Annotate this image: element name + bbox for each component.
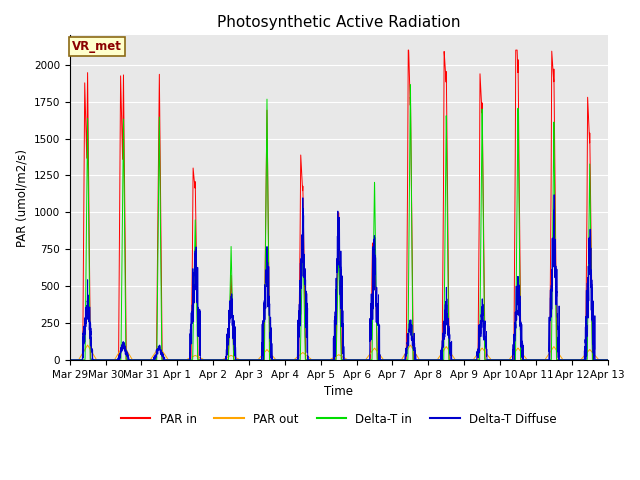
PAR out: [84, 342, 92, 348]
Line: PAR out: PAR out: [70, 345, 608, 360]
Delta-T in: [406, 82, 414, 87]
Title: Photosynthetic Active Radiation: Photosynthetic Active Radiation: [217, 15, 460, 30]
Delta-T Diffuse: [66, 357, 74, 363]
PAR out: [66, 357, 74, 363]
PAR out: [604, 357, 612, 363]
PAR out: [490, 357, 497, 363]
PAR in: [319, 357, 326, 363]
Delta-T Diffuse: [429, 357, 437, 363]
Line: Delta-T Diffuse: Delta-T Diffuse: [70, 195, 608, 360]
Y-axis label: PAR (umol/m2/s): PAR (umol/m2/s): [15, 149, 28, 247]
PAR in: [429, 357, 437, 363]
Legend: PAR in, PAR out, Delta-T in, Delta-T Diffuse: PAR in, PAR out, Delta-T in, Delta-T Dif…: [116, 408, 561, 431]
PAR out: [604, 357, 611, 363]
Delta-T Diffuse: [163, 357, 170, 363]
Line: Delta-T in: Delta-T in: [70, 84, 608, 360]
Delta-T in: [163, 357, 170, 363]
Delta-T Diffuse: [604, 357, 611, 363]
PAR out: [163, 354, 170, 360]
PAR in: [604, 357, 612, 363]
PAR in: [460, 357, 467, 363]
PAR in: [66, 357, 74, 363]
PAR in: [404, 47, 412, 53]
PAR out: [319, 357, 326, 363]
PAR out: [460, 357, 467, 363]
X-axis label: Time: Time: [324, 385, 353, 398]
Delta-T Diffuse: [604, 357, 612, 363]
PAR out: [429, 357, 437, 363]
Delta-T in: [490, 357, 497, 363]
Line: PAR in: PAR in: [70, 50, 608, 360]
Delta-T in: [604, 357, 611, 363]
PAR in: [163, 357, 170, 363]
PAR in: [604, 357, 611, 363]
Delta-T in: [429, 357, 437, 363]
Delta-T Diffuse: [319, 357, 326, 363]
Delta-T in: [604, 357, 612, 363]
PAR in: [490, 357, 497, 363]
Delta-T Diffuse: [490, 357, 497, 363]
Delta-T Diffuse: [550, 192, 558, 198]
Delta-T in: [319, 357, 326, 363]
Text: VR_met: VR_met: [72, 40, 122, 53]
Delta-T Diffuse: [460, 357, 467, 363]
Delta-T in: [66, 357, 74, 363]
Delta-T in: [460, 357, 467, 363]
